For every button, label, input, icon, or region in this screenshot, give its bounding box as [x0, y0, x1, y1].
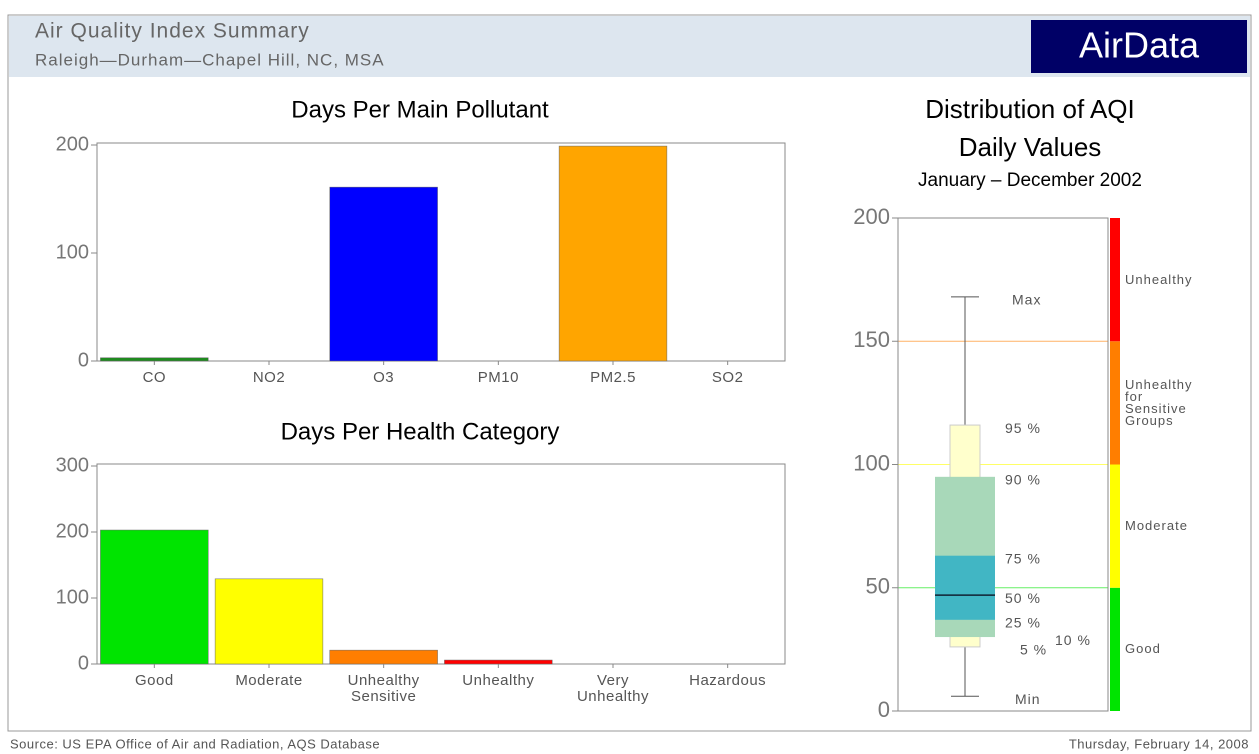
x-tick-label: PM10 [477, 369, 519, 386]
band-label: Unhealthy for Sensitive Groups [1125, 376, 1193, 428]
band-label: Unhealthy [1125, 271, 1193, 287]
y-tick-label: 100 [853, 450, 890, 475]
footer-date: Thursday, February 14, 2008 [1069, 736, 1249, 751]
brand-box [1031, 20, 1247, 73]
y-tick-label: 150 [853, 327, 890, 352]
y-tick-label: 0 [78, 652, 89, 674]
bar [100, 357, 209, 362]
y-tick-label: 0 [78, 349, 89, 371]
x-tick-label: CO [142, 369, 167, 386]
x-tick-label: Hazardous [689, 672, 767, 689]
bar [329, 186, 438, 362]
category-band [1110, 218, 1120, 342]
y-tick-label: 0 [878, 697, 890, 722]
y-tick-label: 200 [56, 133, 89, 155]
frame [7, 14, 1252, 732]
plot-frame [96, 142, 786, 362]
category-band [1110, 341, 1120, 465]
x-tick-label: Moderate [235, 672, 303, 689]
box-25-75 [935, 555, 995, 620]
y-tick-label: 300 [56, 454, 89, 476]
stat-label: Min [1015, 691, 1041, 707]
y-tick-label: 50 [866, 574, 890, 599]
y-tick-label: 200 [853, 204, 890, 229]
category-band [1110, 464, 1120, 588]
header-title: Air Quality Index Summary [35, 20, 310, 43]
x-tick-label: Unhealthy Sensitive [347, 672, 420, 705]
band-label: Moderate [1125, 518, 1188, 534]
plot-frame [96, 463, 786, 665]
bar [558, 145, 668, 362]
stat-label: Max [1012, 292, 1041, 308]
stat-label: 90 % [1005, 472, 1041, 488]
stat-label: 5 % [1020, 642, 1047, 658]
footer-source: Source: US EPA Office of Air and Radiati… [10, 736, 380, 751]
chart-title: Distribution of AQI Daily Values [925, 94, 1135, 162]
category-band [1110, 587, 1120, 711]
band-label: Good [1125, 641, 1161, 657]
stat-label: 95 % [1005, 420, 1041, 436]
x-tick-label: Unhealthy [462, 672, 535, 689]
y-tick-label: 100 [56, 586, 89, 608]
chart-subtitle: January – December 2002 [918, 170, 1142, 191]
stat-label: 75 % [1005, 550, 1041, 566]
y-tick-label: 100 [56, 241, 89, 263]
brand: AirData [1079, 25, 1200, 66]
bar [100, 529, 209, 665]
x-tick-label: PM2.5 [590, 369, 636, 386]
x-tick-label: O3 [373, 369, 395, 386]
stat-label: 25 % [1005, 614, 1041, 630]
chart-title: Days Per Main Pollutant [291, 96, 549, 123]
bar [329, 649, 438, 665]
stat-label: 10 % [1055, 632, 1091, 648]
x-tick-label: Very Unhealthy [576, 672, 650, 705]
bar [214, 578, 324, 665]
chart-title: Days Per Health Category [281, 418, 560, 445]
stat-label: 50 % [1005, 590, 1041, 606]
y-tick-label: 200 [56, 520, 89, 542]
x-tick-label: NO2 [252, 369, 286, 386]
x-tick-label: Good [134, 672, 174, 689]
bar [444, 659, 553, 665]
header-subtitle: Raleigh—Durham—Chapel Hill, NC, MSA [35, 50, 385, 69]
x-tick-label: SO2 [711, 369, 744, 386]
